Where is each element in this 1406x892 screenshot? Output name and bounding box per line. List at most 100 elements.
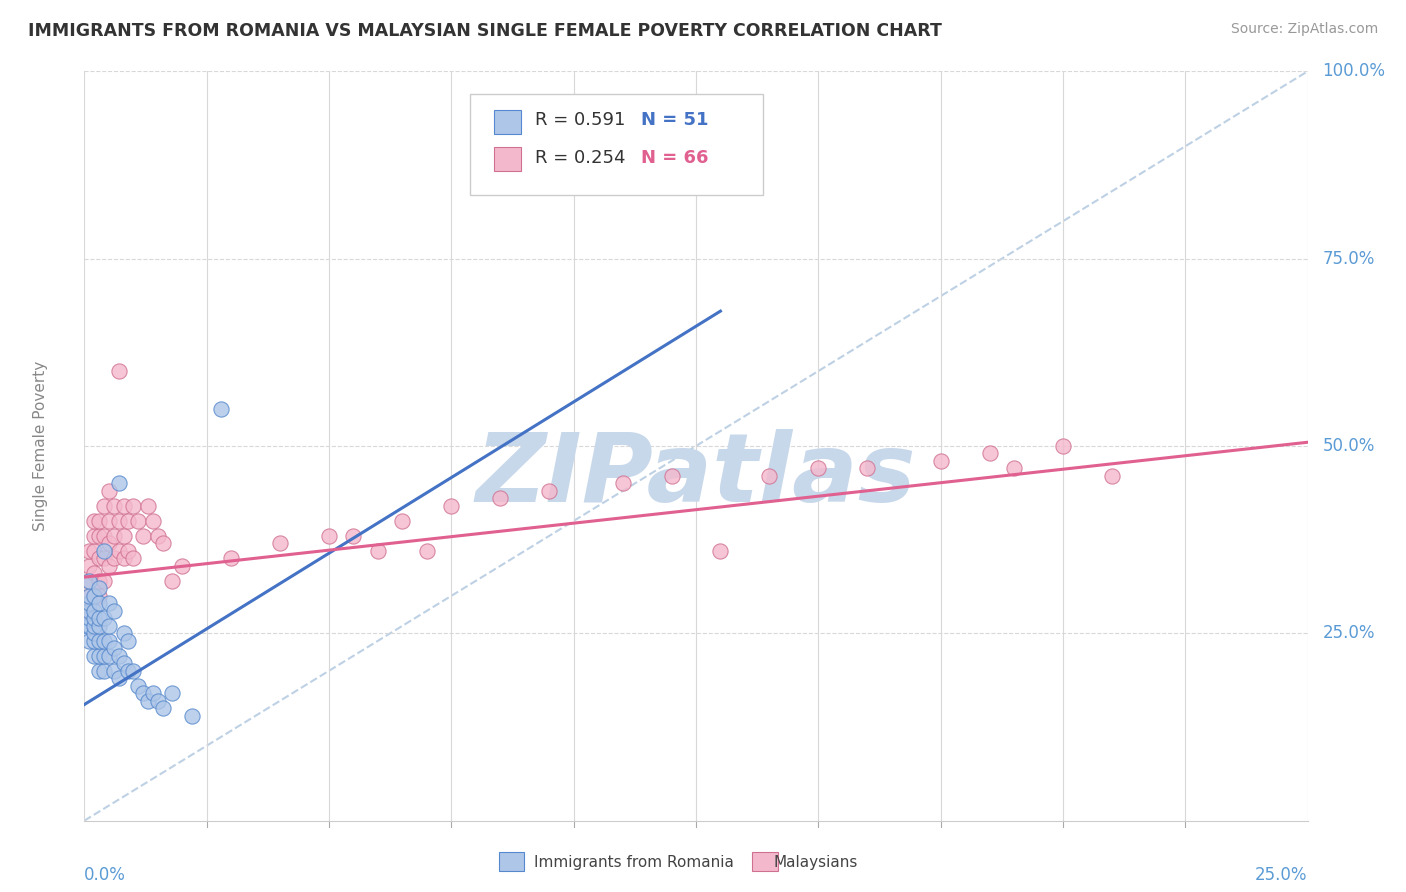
- Point: [122, 499, 145, 513]
- Point: [87, 619, 110, 633]
- Point: [93, 529, 115, 543]
- Point: [162, 686, 184, 700]
- Point: [97, 596, 120, 610]
- Point: [709, 544, 731, 558]
- Text: 75.0%: 75.0%: [1322, 250, 1375, 268]
- Point: [1052, 439, 1074, 453]
- Point: [87, 514, 110, 528]
- Point: [77, 589, 100, 603]
- Point: [107, 514, 129, 528]
- Point: [807, 461, 830, 475]
- Point: [112, 499, 135, 513]
- Point: [117, 544, 139, 558]
- Point: [112, 657, 135, 671]
- Point: [107, 544, 129, 558]
- Point: [77, 611, 100, 625]
- Text: N = 51: N = 51: [641, 112, 709, 129]
- Point: [107, 364, 129, 378]
- Point: [538, 483, 561, 498]
- Point: [107, 671, 129, 685]
- Point: [162, 574, 184, 588]
- Point: [76, 604, 98, 618]
- Point: [87, 611, 110, 625]
- Point: [77, 589, 100, 603]
- Point: [146, 694, 169, 708]
- Point: [87, 633, 110, 648]
- Point: [87, 596, 110, 610]
- Point: [83, 626, 105, 640]
- Point: [97, 648, 120, 663]
- Point: [929, 454, 952, 468]
- Point: [112, 551, 135, 566]
- Point: [77, 604, 100, 618]
- Bar: [494, 147, 522, 171]
- Point: [77, 619, 100, 633]
- Point: [103, 604, 125, 618]
- Point: [87, 648, 110, 663]
- Text: Malaysians: Malaysians: [773, 855, 858, 870]
- Text: ZIPatlas: ZIPatlas: [475, 429, 917, 523]
- Point: [112, 529, 135, 543]
- Point: [209, 401, 232, 416]
- Text: R = 0.591: R = 0.591: [534, 112, 624, 129]
- Point: [83, 566, 105, 581]
- Point: [83, 529, 105, 543]
- Point: [342, 529, 364, 543]
- Point: [77, 596, 100, 610]
- Point: [172, 558, 194, 573]
- Point: [132, 529, 155, 543]
- Point: [181, 708, 204, 723]
- Point: [97, 558, 120, 573]
- Point: [103, 499, 125, 513]
- Point: [758, 469, 780, 483]
- Point: [142, 686, 165, 700]
- Point: [83, 611, 105, 625]
- Text: 0.0%: 0.0%: [84, 865, 127, 884]
- Point: [77, 544, 100, 558]
- Point: [122, 551, 145, 566]
- Text: IMMIGRANTS FROM ROMANIA VS MALAYSIAN SINGLE FEMALE POVERTY CORRELATION CHART: IMMIGRANTS FROM ROMANIA VS MALAYSIAN SIN…: [28, 22, 942, 40]
- Point: [146, 529, 169, 543]
- Point: [142, 514, 165, 528]
- Point: [856, 461, 879, 475]
- Point: [1002, 461, 1025, 475]
- Point: [83, 514, 105, 528]
- Point: [77, 574, 100, 588]
- Point: [103, 529, 125, 543]
- Point: [103, 641, 125, 656]
- Point: [318, 529, 340, 543]
- Point: [87, 551, 110, 566]
- Text: 25.0%: 25.0%: [1256, 865, 1308, 884]
- Point: [77, 558, 100, 573]
- Text: Single Female Poverty: Single Female Poverty: [32, 361, 48, 531]
- Point: [136, 694, 159, 708]
- Point: [93, 611, 115, 625]
- Point: [132, 686, 155, 700]
- Point: [661, 469, 683, 483]
- Point: [83, 633, 105, 648]
- Point: [367, 544, 389, 558]
- Point: [489, 491, 512, 506]
- Text: N = 66: N = 66: [641, 149, 709, 167]
- Point: [107, 648, 129, 663]
- Point: [103, 551, 125, 566]
- Point: [117, 633, 139, 648]
- Point: [93, 633, 115, 648]
- Point: [1101, 469, 1123, 483]
- Text: Immigrants from Romania: Immigrants from Romania: [534, 855, 734, 870]
- Text: R = 0.254: R = 0.254: [534, 149, 626, 167]
- Point: [77, 633, 100, 648]
- Point: [127, 514, 149, 528]
- Point: [83, 589, 105, 603]
- Point: [269, 536, 291, 550]
- Bar: [494, 110, 522, 134]
- Bar: [752, 852, 778, 871]
- Point: [83, 619, 105, 633]
- Point: [97, 483, 120, 498]
- Point: [979, 446, 1001, 460]
- Point: [93, 664, 115, 678]
- Point: [219, 551, 242, 566]
- Point: [87, 574, 110, 588]
- Point: [97, 536, 120, 550]
- Text: 25.0%: 25.0%: [1322, 624, 1375, 642]
